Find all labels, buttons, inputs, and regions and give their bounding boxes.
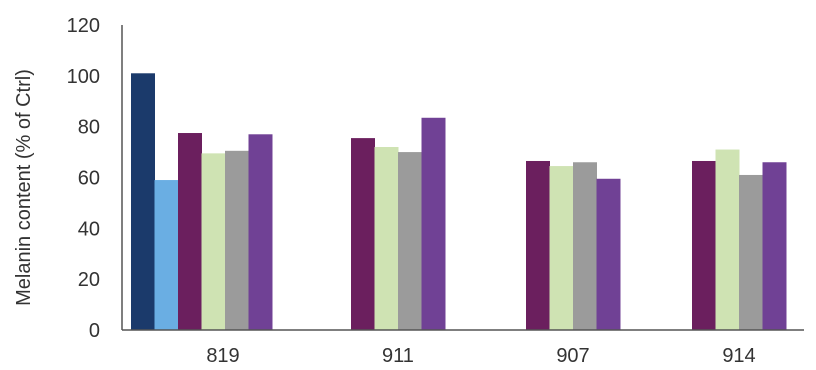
bar-819-s2 xyxy=(154,180,179,330)
bar-914-s6 xyxy=(762,162,787,330)
y-tick-label: 40 xyxy=(78,218,100,240)
bar-907-s6 xyxy=(596,178,621,330)
y-axis-title: Melanin content (% of Ctrl) xyxy=(13,69,35,306)
bar-914-s5 xyxy=(739,174,763,330)
y-tick-label: 20 xyxy=(78,269,100,291)
y-tick-label: 100 xyxy=(67,66,100,88)
bar-914-s3 xyxy=(692,160,716,330)
y-tick-labels: 0 20 40 60 80 100 120 xyxy=(67,15,100,342)
y-tick-label: 120 xyxy=(67,15,100,37)
bar-819-s3 xyxy=(178,133,202,330)
bar-907-s3 xyxy=(526,160,550,330)
bar-911-s4 xyxy=(374,147,399,330)
y-tick-label: 0 xyxy=(89,320,100,342)
bar-819-s4 xyxy=(201,153,226,330)
bar-907-s5 xyxy=(573,162,597,330)
bar-819-s6 xyxy=(248,134,273,330)
bar-914-s4 xyxy=(715,149,740,330)
y-tick-label: 60 xyxy=(78,168,100,190)
bar-911-s5 xyxy=(398,152,422,330)
x-tick-label: 819 xyxy=(206,345,239,367)
bar-819-s1 xyxy=(131,73,155,331)
bar-911-s6 xyxy=(421,117,446,330)
bar-907-s4 xyxy=(549,166,574,330)
x-tick-label: 911 xyxy=(382,345,414,367)
bar-819-s5 xyxy=(225,150,249,330)
bars-group xyxy=(131,73,787,331)
x-tick-labels: 819 911 907 914 xyxy=(206,345,755,367)
bar-911-s3 xyxy=(351,138,375,330)
x-tick-label: 914 xyxy=(722,345,755,367)
y-tick-label: 80 xyxy=(78,117,100,139)
x-tick-label: 907 xyxy=(556,345,589,367)
